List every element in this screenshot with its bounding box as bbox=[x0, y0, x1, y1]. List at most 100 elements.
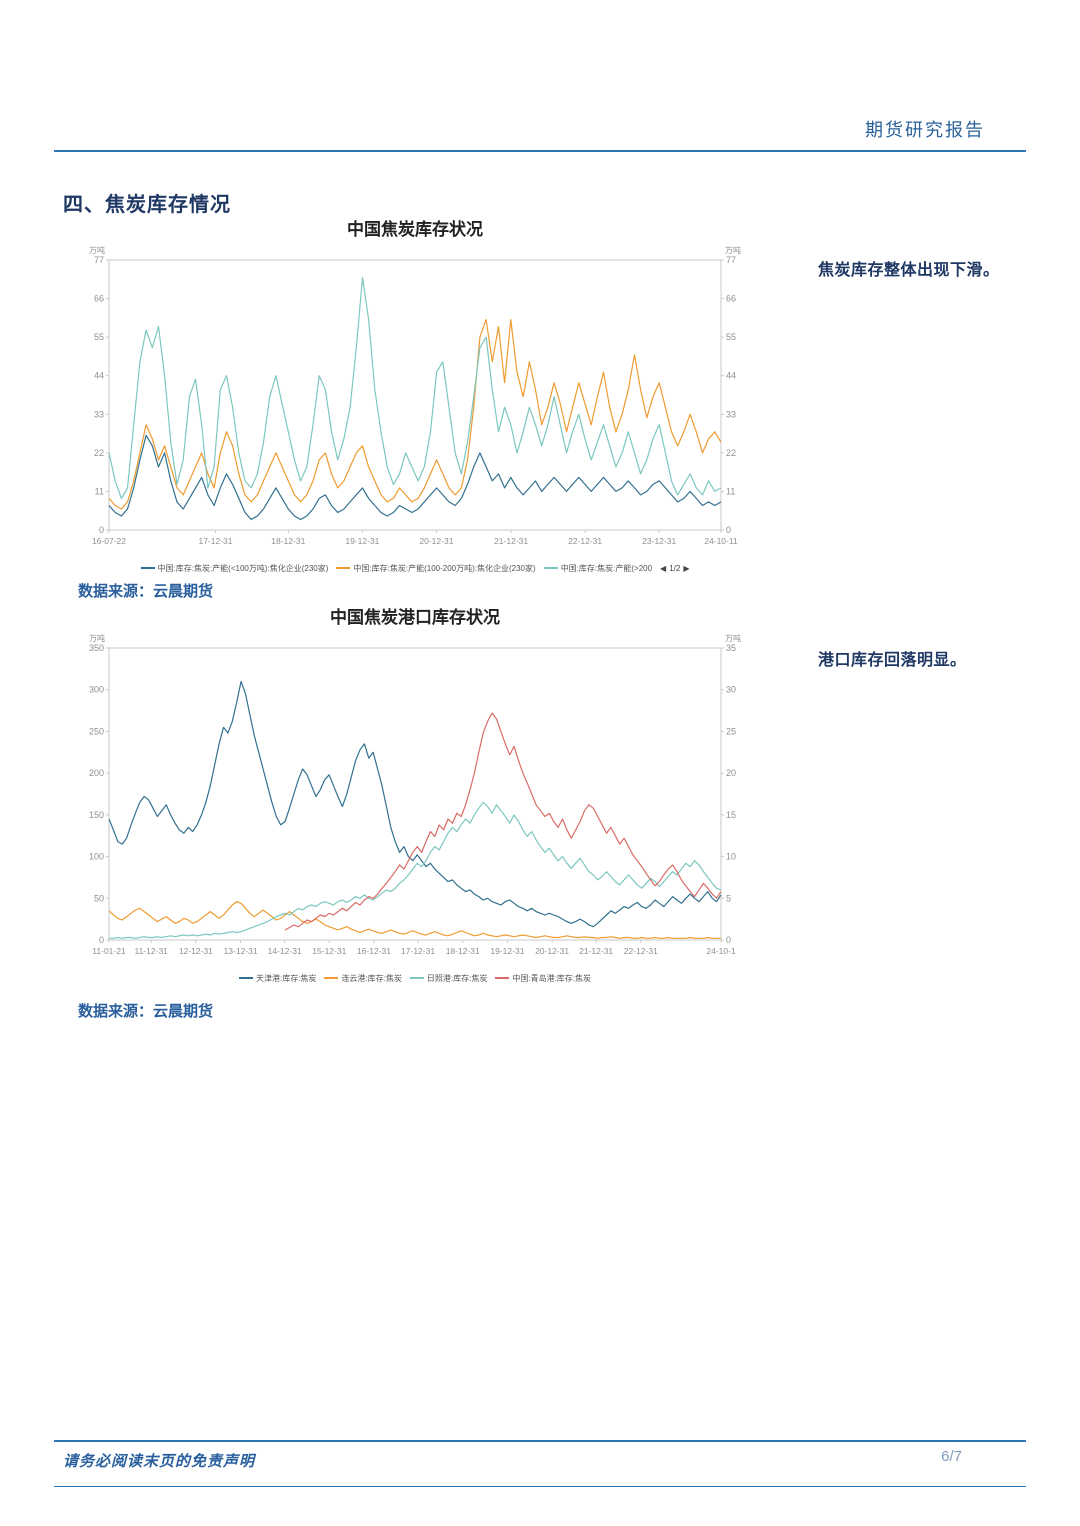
legend-item: 连云港:库存:焦炭 bbox=[324, 973, 402, 984]
svg-text:55: 55 bbox=[94, 332, 104, 342]
legend-item: 天津港:库存:焦炭 bbox=[238, 973, 316, 984]
svg-text:万吨: 万吨 bbox=[89, 633, 105, 643]
svg-text:16-12-31: 16-12-31 bbox=[357, 946, 391, 956]
chart1-block: 中国焦炭库存状况 万吨 万吨 0 0 11 11 22 22 33 33 44 44 55 55 66 66 7… bbox=[75, 216, 755, 575]
svg-text:17-12-31: 17-12-31 bbox=[401, 946, 435, 956]
legend-label: 日照港:库存:焦炭 bbox=[426, 973, 488, 983]
svg-text:15-12-31: 15-12-31 bbox=[312, 946, 346, 956]
svg-text:55: 55 bbox=[726, 332, 736, 342]
svg-text:22: 22 bbox=[726, 448, 736, 458]
legend-label: 中国:库存:焦炭:产能(100-200万吨):焦化企业(230家) bbox=[353, 563, 536, 573]
chart2-title: 中国焦炭港口库存状况 bbox=[330, 608, 500, 627]
legend-item: 中国:青岛港:库存:焦炭 bbox=[495, 973, 591, 984]
legend-item: 中国:库存:焦炭:产能(>200 bbox=[543, 563, 653, 574]
chart-1-series-line-3 bbox=[284, 712, 722, 931]
page-number: 6/7 bbox=[941, 1448, 962, 1465]
legend-line-marker bbox=[336, 567, 351, 569]
svg-text:33: 33 bbox=[94, 409, 104, 419]
legend-item: 中国:库存:焦炭:产能(100-200万吨):焦化企业(230家) bbox=[336, 563, 536, 574]
svg-text:12-12-31: 12-12-31 bbox=[179, 946, 213, 956]
svg-text:44: 44 bbox=[94, 371, 104, 381]
chart2-canvas: 万吨 万吨 0 0 50 5 100 10 150 15 200 20 250 25 300 30 350 35 1… bbox=[75, 632, 755, 971]
legend-next-icon: ▶ bbox=[683, 563, 690, 573]
legend-line-marker bbox=[238, 977, 253, 979]
svg-text:11: 11 bbox=[726, 486, 735, 496]
svg-text:0: 0 bbox=[726, 935, 731, 945]
legend-label: 中国:青岛港:库存:焦炭 bbox=[512, 973, 592, 983]
svg-text:10: 10 bbox=[726, 852, 736, 862]
chart1-canvas: 万吨 万吨 0 0 11 11 22 22 33 33 44 44 55 55 66 66 77 77 16-07-… bbox=[75, 244, 755, 561]
svg-text:15: 15 bbox=[726, 810, 736, 820]
chart2-legend: 天津港:库存:焦炭 连云港:库存:焦炭 日照港:库存:焦炭 中国:青岛港:库存:焦炭 bbox=[75, 971, 755, 985]
svg-text:5: 5 bbox=[726, 893, 731, 903]
svg-text:万吨: 万吨 bbox=[725, 633, 741, 643]
chart2-block: 中国焦炭港口库存状况 万吨 万吨 0 0 50 5 100 10 150 15 200 20 250 25… bbox=[75, 604, 755, 985]
chart-1-series-line-1 bbox=[108, 901, 721, 939]
svg-text:11-01-21: 11-01-21 bbox=[92, 946, 126, 956]
svg-text:18-12-31: 18-12-31 bbox=[446, 946, 480, 956]
svg-text:50: 50 bbox=[94, 893, 104, 903]
legend-prev-icon: ◀ bbox=[660, 563, 667, 573]
svg-text:66: 66 bbox=[726, 294, 736, 304]
chart1-legend: 中国:库存:焦炭:产能(<100万吨):焦化企业(230家) 中国:库存:焦炭:产… bbox=[75, 561, 755, 575]
chart2-source: 数据来源：云晨期货 bbox=[78, 1003, 214, 1020]
legend-label: 中国:库存:焦炭:产能(>200 bbox=[560, 563, 653, 573]
svg-text:16-07-22: 16-07-22 bbox=[92, 536, 126, 546]
svg-text:13-12-31: 13-12-31 bbox=[224, 946, 258, 956]
legend-page-indicator: 1/2 bbox=[669, 563, 681, 573]
svg-text:22-12-31: 22-12-31 bbox=[568, 536, 602, 546]
svg-text:20-12-31: 20-12-31 bbox=[535, 946, 569, 956]
chart-plot-0: 万吨 万吨 0 0 11 11 22 22 33 33 44 44 55 55 66 66 77 77 16-07-… bbox=[89, 245, 741, 546]
svg-text:0: 0 bbox=[99, 935, 104, 945]
svg-text:20: 20 bbox=[726, 768, 736, 778]
svg-text:万吨: 万吨 bbox=[725, 245, 741, 255]
chart-0-series-line-0 bbox=[108, 434, 722, 521]
svg-text:14-12-31: 14-12-31 bbox=[268, 946, 302, 956]
chart2-annotation: 港口库存回落明显。 bbox=[818, 652, 967, 669]
legend-line-marker bbox=[140, 567, 155, 569]
svg-text:300: 300 bbox=[89, 685, 104, 695]
svg-text:100: 100 bbox=[89, 852, 104, 862]
svg-text:21-12-31: 21-12-31 bbox=[579, 946, 613, 956]
footer-divider-top bbox=[54, 1440, 1026, 1442]
svg-text:33: 33 bbox=[726, 409, 736, 419]
svg-text:77: 77 bbox=[726, 255, 736, 265]
legend-label: 中国:库存:焦炭:产能(<100万吨):焦化企业(230家) bbox=[157, 563, 329, 573]
svg-text:30: 30 bbox=[726, 685, 736, 695]
chart-1-series-line-2 bbox=[109, 801, 722, 939]
header-divider bbox=[54, 150, 1026, 152]
svg-text:19-12-31: 19-12-31 bbox=[490, 946, 524, 956]
chart-1-series-line-0 bbox=[108, 680, 722, 928]
chart1-annotation: 焦炭库存整体出现下滑。 bbox=[818, 262, 1000, 279]
legend-pager: ◀ 1/2 ▶ bbox=[660, 564, 689, 573]
svg-text:66: 66 bbox=[94, 294, 104, 304]
svg-text:24-10-11: 24-10-11 bbox=[704, 536, 738, 546]
legend-line-marker bbox=[543, 567, 558, 569]
svg-text:万吨: 万吨 bbox=[89, 245, 105, 255]
svg-text:21-12-31: 21-12-31 bbox=[494, 536, 528, 546]
svg-text:17-12-31: 17-12-31 bbox=[198, 536, 232, 546]
legend-item: 日照港:库存:焦炭 bbox=[409, 973, 488, 984]
legend-line-marker bbox=[324, 977, 339, 979]
svg-text:23-12-31: 23-12-31 bbox=[642, 536, 676, 546]
chart1-title: 中国焦炭库存状况 bbox=[347, 220, 483, 239]
svg-text:22-12-31: 22-12-31 bbox=[624, 946, 658, 956]
chart-0-series-line-2 bbox=[108, 276, 722, 499]
svg-text:24-10-1: 24-10-1 bbox=[706, 946, 736, 956]
svg-text:200: 200 bbox=[89, 768, 104, 778]
legend-label: 连云港:库存:焦炭 bbox=[341, 973, 402, 983]
svg-text:350: 350 bbox=[89, 643, 104, 653]
chart1-source: 数据来源：云晨期货 bbox=[78, 583, 214, 600]
footer-divider-bottom bbox=[54, 1486, 1026, 1487]
svg-text:19-12-31: 19-12-31 bbox=[345, 536, 379, 546]
svg-text:18-12-31: 18-12-31 bbox=[271, 536, 305, 546]
chart-plot-1: 万吨 万吨 0 0 50 5 100 10 150 15 200 20 250 25 300 30 350 35 1… bbox=[89, 633, 741, 956]
svg-text:11-12-31: 11-12-31 bbox=[135, 946, 169, 956]
legend-line-marker bbox=[495, 977, 510, 979]
footer-disclaimer: 请务必阅读末页的免责声明 bbox=[63, 1454, 256, 1470]
svg-text:35: 35 bbox=[726, 643, 736, 653]
svg-text:20-12-31: 20-12-31 bbox=[419, 536, 453, 546]
svg-text:0: 0 bbox=[726, 525, 731, 535]
svg-text:250: 250 bbox=[89, 726, 104, 736]
svg-text:11: 11 bbox=[95, 486, 104, 496]
